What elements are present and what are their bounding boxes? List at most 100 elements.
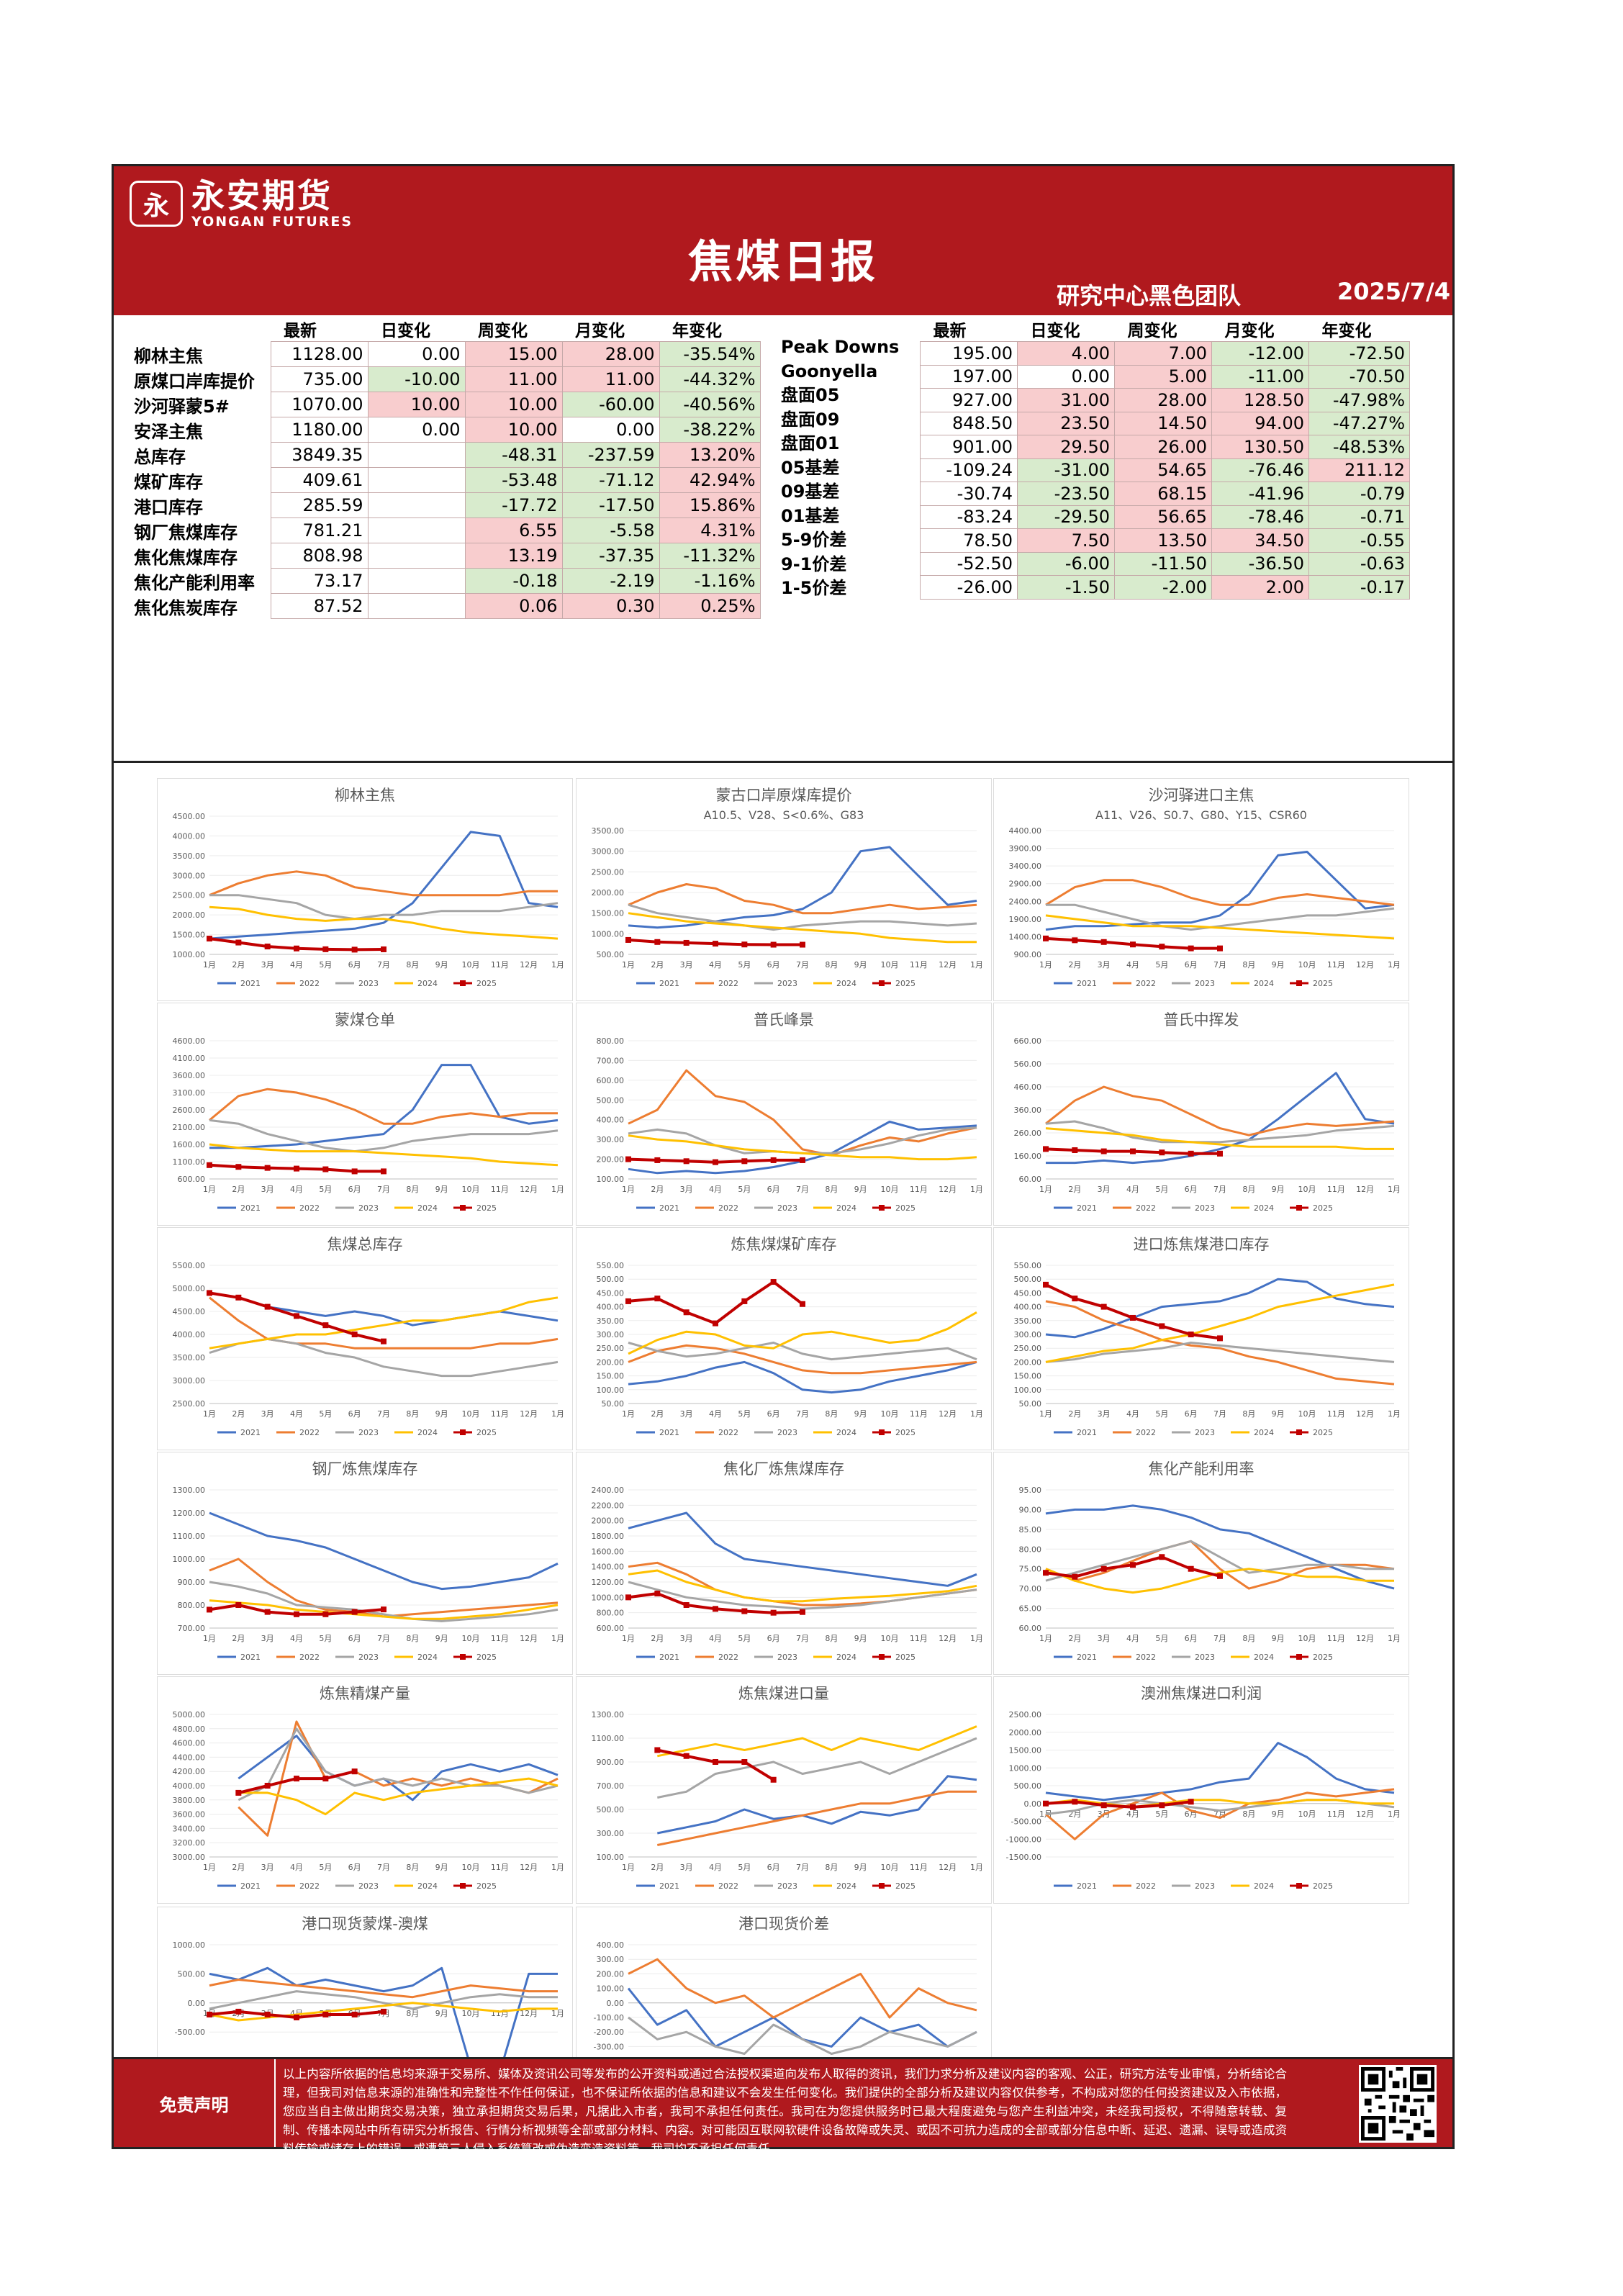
y-tick-label: 2100.00 [173, 1123, 206, 1132]
row-label: 港口库存 [134, 497, 203, 517]
value-cell: 87.52 [270, 593, 369, 619]
x-tick-label: 7月 [1213, 1185, 1226, 1194]
x-tick-label: 3月 [261, 1634, 274, 1643]
value-cell: -11.00 [1211, 364, 1309, 389]
value-cell: -0.18 [464, 568, 563, 594]
value-cell: -1.16% [659, 568, 761, 594]
y-tick-label: 200.00 [597, 1155, 625, 1165]
series-point-2025 [1188, 945, 1194, 952]
row-label: 焦化焦煤库存 [134, 547, 238, 568]
y-tick-label: 100.00 [597, 1984, 625, 1994]
y-tick-label: 4200.00 [173, 1767, 206, 1776]
x-tick-label: 9月 [435, 960, 448, 970]
y-tick-label: 4600.00 [173, 1739, 206, 1748]
y-tick-label: 300.00 [1014, 1330, 1042, 1339]
value-cell: 0.00 [1017, 364, 1115, 389]
series-line-2024 [656, 1725, 977, 1758]
legend-label: 2021 [659, 1203, 679, 1213]
value-cell: -36.50 [1211, 551, 1309, 576]
value-cell: 2.00 [1211, 575, 1309, 600]
legend-label: 2025 [1313, 1203, 1333, 1213]
x-tick-label: 1月 [622, 1185, 635, 1194]
x-tick-label: 8月 [825, 1409, 838, 1419]
column-header: 日变化 [381, 322, 430, 340]
legend-label: 2021 [659, 1428, 679, 1437]
x-tick-label: 12月 [1356, 1809, 1374, 1819]
x-tick-label: 2月 [651, 1409, 664, 1419]
x-tick-label: 2月 [232, 1863, 245, 1872]
y-tick-label: 4500.00 [173, 1307, 206, 1316]
y-tick-label: 1000.00 [592, 1593, 625, 1602]
x-tick-label: 12月 [939, 1634, 957, 1643]
x-tick-label: 4月 [290, 960, 303, 970]
x-tick-label: 10月 [1298, 1409, 1316, 1419]
value-cell: 34.50 [1211, 528, 1309, 553]
legend-label: 2025 [895, 1428, 916, 1437]
value-cell: -0.71 [1308, 505, 1410, 529]
y-tick-label: 70.00 [1019, 1584, 1042, 1594]
chart-title: 普氏峰景 [754, 1011, 814, 1029]
series-point-2025 [235, 1164, 242, 1170]
row-label: 焦化产能利用率 [134, 572, 255, 593]
series-line-2025 [238, 1770, 356, 1794]
y-tick-label: 200.00 [1014, 1357, 1042, 1367]
value-cell: 23.50 [1017, 411, 1115, 435]
legend-marker [460, 1883, 466, 1889]
x-tick-label: 10月 [462, 1863, 480, 1872]
value-cell: -2.00 [1114, 575, 1212, 600]
x-tick-label: 1月 [970, 960, 983, 970]
series-point-2025 [381, 1338, 386, 1344]
chart-title: 港口现货蒙煤-澳煤 [302, 1915, 428, 1933]
y-tick-label: 450.00 [1014, 1288, 1042, 1298]
x-tick-label: 1月 [203, 960, 216, 970]
chart-c11: 焦化厂炼焦煤库存 2400.00 2200.00 2000.00 1800.00 1600… [576, 1452, 992, 1675]
value-cell: 13.19 [464, 543, 563, 569]
y-tick-label: 100.00 [1014, 1386, 1042, 1395]
series-point-2025 [713, 1159, 718, 1165]
series-point-2025 [713, 941, 718, 947]
y-tick-label: 1900.00 [1009, 915, 1042, 924]
x-tick-label: 11月 [491, 1863, 509, 1872]
x-tick-label: 5月 [738, 1409, 751, 1419]
y-tick-label: 1600.00 [592, 1547, 625, 1556]
value-cell: -71.12 [561, 467, 660, 493]
chart-title: 港口现货价差 [738, 1915, 829, 1933]
x-tick-label: 11月 [1327, 1634, 1345, 1643]
series-line-2021 [238, 1735, 559, 1802]
y-tick-label: 500.00 [1014, 1781, 1042, 1791]
series-point-2025 [351, 946, 358, 953]
x-tick-label: 2月 [232, 1185, 245, 1194]
legend-label: 2025 [476, 979, 497, 988]
spot-inventory-table: 最新 日变化 周变化 月变化 年变化 柳林主焦 1128.00 0.00 15.00 28.00-… [134, 317, 761, 619]
value-cell: -44.32% [659, 366, 761, 392]
series-point-2025 [1043, 935, 1049, 941]
y-tick-label: 450.00 [597, 1288, 625, 1298]
y-tick-label: 800.00 [597, 1036, 625, 1046]
x-tick-label: 11月 [910, 1863, 928, 1872]
value-cell: -5.58 [561, 517, 660, 543]
x-tick-label: 2月 [1068, 1185, 1081, 1194]
x-tick-label: 9月 [435, 1634, 448, 1643]
chart-title: 焦煤总库存 [327, 1236, 403, 1253]
value-cell: 54.65 [1114, 458, 1212, 482]
x-tick-label: 5月 [738, 1185, 751, 1194]
chart-c9: 进口炼焦煤港口库存 550.00 500.00 450.00 400.00 350.00 3… [993, 1227, 1409, 1450]
x-tick-label: 7月 [1213, 960, 1226, 970]
series-line-2023 [628, 1581, 977, 1610]
row-label: 煤矿库存 [134, 471, 203, 492]
value-cell: 31.00 [1017, 388, 1115, 412]
row-label: 柳林主焦 [134, 345, 203, 366]
y-tick-label: 400.00 [597, 1940, 625, 1950]
x-tick-label: 12月 [1356, 960, 1374, 970]
disclaimer-footer: 免责声明 以上内容所依据的信息均来源于交易所、媒体及资讯公司等发布的公开资料或通… [114, 2057, 1452, 2156]
series-point-2025 [741, 941, 748, 948]
value-cell: 14.50 [1114, 411, 1212, 435]
x-tick-label: 7月 [377, 1634, 390, 1643]
x-tick-label: 1月 [970, 1863, 983, 1872]
table-row: -109.24 -31.00 54.65 -76.46 211.12 [920, 458, 1410, 482]
value-cell: 28.00 [1114, 388, 1212, 412]
chart-title: 蒙古口岸原煤库提价 [716, 787, 852, 804]
x-tick-label: 1月 [1039, 1185, 1052, 1194]
series-point-2025 [322, 1776, 329, 1782]
series-line-2021 [1045, 1278, 1395, 1339]
